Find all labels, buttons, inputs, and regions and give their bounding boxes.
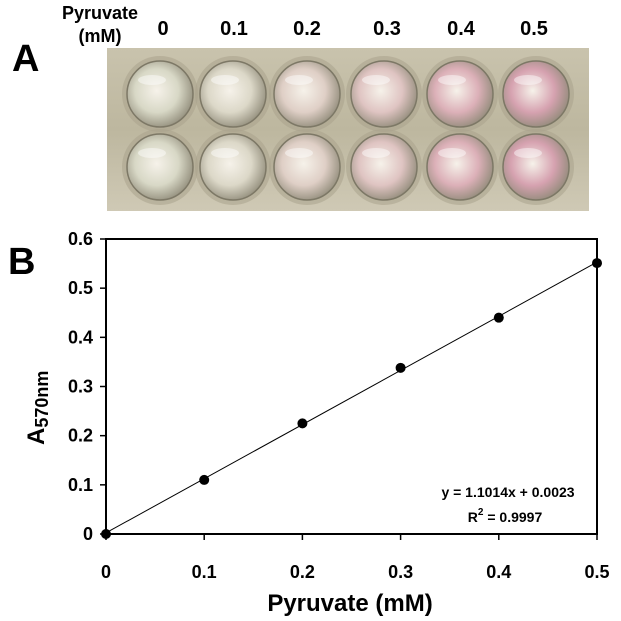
- well-highlight: [438, 148, 466, 158]
- well-highlight: [514, 75, 542, 85]
- data-point: [592, 258, 602, 269]
- well: [502, 133, 570, 201]
- well: [199, 60, 267, 128]
- data-point: [199, 474, 210, 485]
- plate-header-line2: (mM): [78, 26, 122, 46]
- well-highlight: [285, 148, 313, 158]
- plate-header-line1: Pyruvate: [61, 3, 139, 23]
- concentration-label: 0.3: [373, 18, 401, 40]
- x-tick-label: 0.1: [192, 562, 217, 582]
- data-point: [297, 418, 308, 429]
- concentration-label: 0.2: [293, 18, 321, 40]
- r-squared: R2 = 0.9997: [468, 507, 543, 525]
- well-highlight: [138, 148, 166, 158]
- x-tick-label: 0.4: [486, 562, 511, 582]
- concentration-label: 0: [157, 18, 169, 40]
- data-point: [101, 529, 111, 539]
- panel-label-b: B: [8, 241, 36, 283]
- x-axis-title: Pyruvate (mM): [267, 590, 432, 617]
- plate-header: Pyruvate (mM): [60, 2, 140, 48]
- well: [350, 133, 418, 201]
- well: [350, 60, 418, 128]
- well-highlight: [362, 75, 390, 85]
- well-highlight: [211, 75, 239, 85]
- concentration-label: 0.1: [220, 18, 248, 40]
- trendline-equation: y = 1.1014x + 0.0023: [441, 484, 574, 500]
- data-point: [493, 312, 504, 323]
- y-tick-label: 0.5: [68, 278, 93, 298]
- well-highlight: [362, 148, 390, 158]
- x-tick-label: 0.2: [290, 562, 315, 582]
- well: [126, 60, 194, 128]
- well: [199, 133, 267, 201]
- y-tick-label: 0: [83, 524, 93, 544]
- panel-label-a: A: [12, 38, 40, 80]
- well-highlight: [285, 75, 313, 85]
- well-plate-photo: [107, 48, 589, 211]
- x-tick-label: 0: [101, 562, 111, 582]
- data-point: [395, 362, 406, 373]
- trendline: [105, 261, 598, 534]
- x-tick-label: 0.5: [584, 562, 609, 582]
- y-tick-label: 0.1: [68, 475, 93, 495]
- well-highlight: [138, 75, 166, 85]
- y-axis-title: A570nm: [23, 371, 52, 445]
- concentration-label: 0.4: [447, 18, 475, 40]
- y-tick-label: 0.6: [68, 229, 93, 249]
- well: [426, 60, 494, 128]
- y-tick-label: 0.2: [68, 426, 93, 446]
- well: [502, 60, 570, 128]
- y-tick-label: 0.4: [68, 327, 93, 347]
- well: [273, 60, 341, 128]
- well: [426, 133, 494, 201]
- well-highlight: [438, 75, 466, 85]
- well: [273, 133, 341, 201]
- well-highlight: [514, 148, 542, 158]
- well: [126, 133, 194, 201]
- concentration-label: 0.5: [520, 18, 548, 40]
- x-tick-label: 0.3: [388, 562, 413, 582]
- well-highlight: [211, 148, 239, 158]
- y-tick-label: 0.3: [68, 377, 93, 397]
